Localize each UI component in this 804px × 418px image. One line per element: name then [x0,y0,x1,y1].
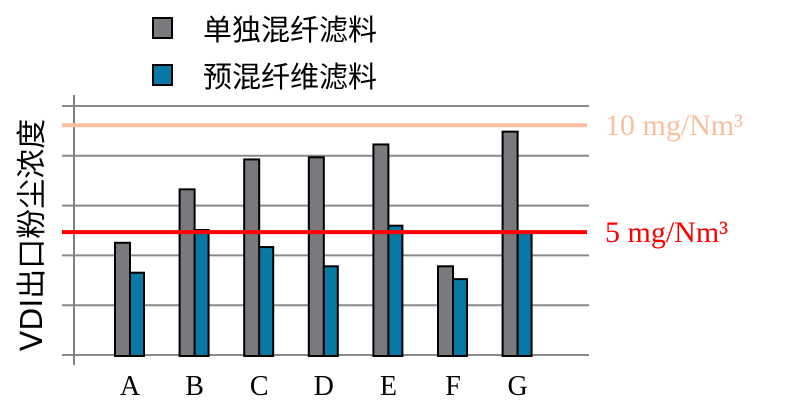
legend-swatch-series-2 [152,64,173,86]
bar-D-series-2 [322,265,339,357]
x-tick-label: C [250,371,269,402]
x-tick-label: F [445,371,461,402]
x-tick-labels: A B C D E F G [120,371,528,402]
legend-label-series-2: 预混纤维滤料 [203,60,377,94]
reference-label-5: 5 mg/Nm³ [605,216,728,249]
bar-B-series-1 [178,188,196,357]
bar-F-series-2 [452,278,468,357]
bar-C-series-2 [258,246,275,357]
bar-A-series-2 [129,271,145,357]
bar-G-series-2 [516,231,533,357]
bar-A-series-1 [114,241,131,357]
reference-label-10: 10 mg/Nm³ [605,109,743,142]
legend: 单独混纤滤料 预混纤维滤料 [152,13,377,94]
bar-D-series-1 [307,156,325,357]
bar-E-series-2 [387,224,404,357]
legend-label-series-1: 单独混纤滤料 [203,13,377,47]
y-axis-label: VDI出口粉尘浓度 [15,119,50,351]
x-tick-label: B [185,371,204,402]
x-tick-label: G [507,371,527,402]
x-tick-label: A [120,371,141,402]
x-tick-label: E [380,371,397,402]
legend-swatch-series-1 [152,17,173,39]
bar-B-series-2 [193,228,210,357]
bars [114,130,533,357]
bar-G-series-1 [501,130,519,357]
reference-lines: 10 mg/Nm³ 5 mg/Nm³ [62,109,743,249]
bar-F-series-1 [437,265,454,357]
x-tick-label: D [314,371,334,402]
bar-E-series-1 [372,143,390,357]
bar-C-series-1 [243,158,261,357]
